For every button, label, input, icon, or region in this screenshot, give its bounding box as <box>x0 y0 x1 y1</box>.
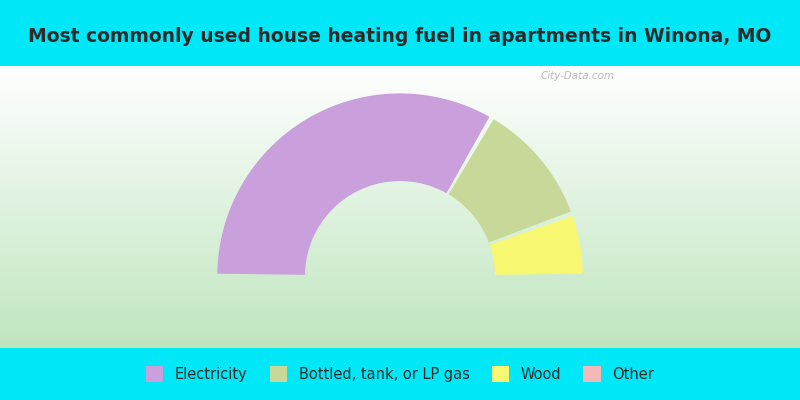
Text: City-Data.com: City-Data.com <box>541 72 614 82</box>
Polygon shape <box>218 94 490 275</box>
Legend: Electricity, Bottled, tank, or LP gas, Wood, Other: Electricity, Bottled, tank, or LP gas, W… <box>140 360 660 388</box>
Polygon shape <box>449 119 571 242</box>
Text: Most commonly used house heating fuel in apartments in Winona, MO: Most commonly used house heating fuel in… <box>28 27 772 46</box>
Polygon shape <box>490 216 582 275</box>
